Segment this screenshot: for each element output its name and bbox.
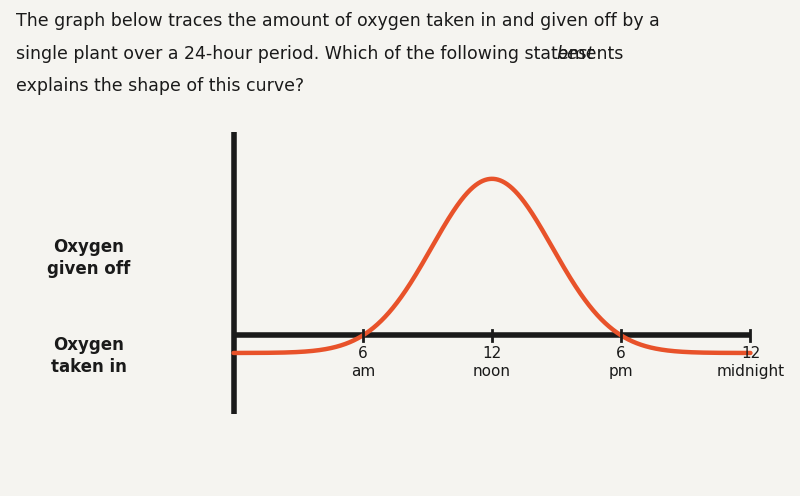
Text: 6: 6 — [616, 346, 626, 362]
Text: Oxygen
given off: Oxygen given off — [47, 238, 130, 278]
Text: midnight: midnight — [716, 364, 785, 378]
Text: best: best — [556, 45, 594, 62]
Text: 12: 12 — [482, 346, 502, 362]
Text: Oxygen
taken in: Oxygen taken in — [51, 336, 126, 376]
Text: noon: noon — [473, 364, 511, 378]
Text: explains the shape of this curve?: explains the shape of this curve? — [16, 77, 304, 95]
Text: 6: 6 — [358, 346, 368, 362]
Text: am: am — [350, 364, 375, 378]
Text: pm: pm — [609, 364, 634, 378]
Text: 12: 12 — [741, 346, 760, 362]
Text: single plant over a 24-hour period. Which of the following statements: single plant over a 24-hour period. Whic… — [16, 45, 629, 62]
Text: The graph below traces the amount of oxygen taken in and given off by a: The graph below traces the amount of oxy… — [16, 12, 660, 30]
